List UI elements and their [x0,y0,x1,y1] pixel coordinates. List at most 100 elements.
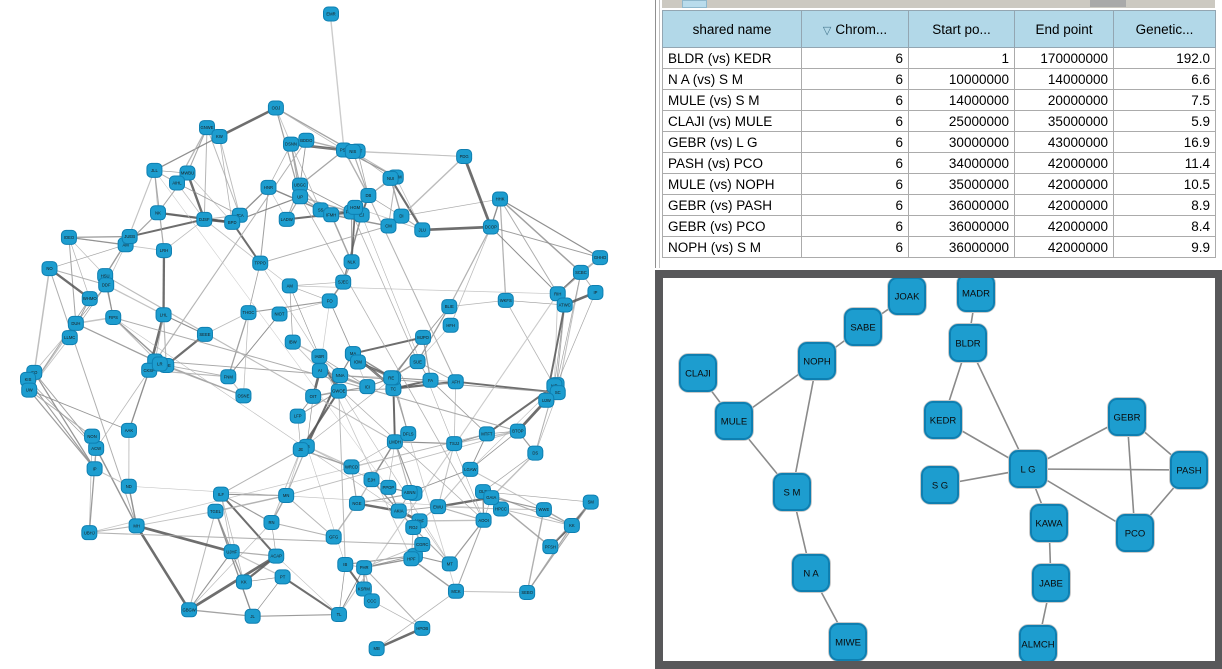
network-node[interactable]: FO [321,293,338,309]
node-shape[interactable] [360,187,377,203]
network-node[interactable]: PFSH [542,539,559,555]
network-node[interactable]: DFLS [400,426,417,442]
network-node-sabe[interactable]: SABE [843,307,883,347]
table-row[interactable]: CLAJI (vs) MULE 6 25000000 35000000 5.9 [662,110,1216,132]
network-node[interactable]: MTFT [478,426,495,442]
table-cell[interactable]: GEBR (vs) PCO [662,215,802,237]
node-shape[interactable] [441,299,458,315]
network-node[interactable]: GBGW [181,602,198,618]
network-edge[interactable] [154,170,389,488]
column-header-1[interactable]: ▽ Chrom... [801,10,909,48]
network-node[interactable]: TGEL [207,503,224,519]
table-cell[interactable]: MULE (vs) NOPH [662,173,802,195]
node-shape[interactable] [67,315,84,331]
node-shape[interactable] [542,539,559,555]
network-node-noph[interactable]: NOPH [797,341,837,381]
network-node[interactable]: MH [128,518,145,534]
network-node[interactable]: WRCD [343,459,360,475]
network-node-n-a[interactable]: N A [791,553,831,593]
table-cell[interactable]: NOPH (vs) S M [662,236,802,258]
network-node[interactable]: MCK [447,583,464,599]
node-shape[interactable] [773,473,811,511]
node-shape[interactable] [274,569,291,585]
network-node[interactable]: PDG [456,149,473,165]
node-shape[interactable] [386,434,403,450]
network-node[interactable]: AKIA [390,503,407,519]
table-row[interactable]: NOPH (vs) S M 6 36000000 42000000 9.9 [662,236,1216,258]
node-shape[interactable] [332,367,349,383]
network-edge[interactable] [352,151,465,158]
network-node[interactable]: HPF [403,551,420,567]
sub-network-canvas[interactable]: JOAK SABE NOPH CLAJI MULE S M N A MIWE MADR BLDR K… [663,278,1215,661]
network-edge[interactable] [419,520,451,565]
network-edge[interactable] [500,508,572,526]
network-node[interactable]: RIH [549,286,566,302]
network-edge[interactable] [68,237,91,299]
node-shape[interactable] [271,306,288,322]
table-cell[interactable]: 43000000 [1014,131,1114,153]
network-edge[interactable] [289,285,558,295]
network-edge[interactable] [95,448,138,527]
table-row[interactable]: GEBR (vs) L G 6 30000000 43000000 16.9 [662,131,1216,153]
network-edge[interactable] [299,196,484,521]
network-node[interactable]: PT [274,569,291,585]
network-node[interactable]: GNWE [199,120,216,136]
table-cell[interactable]: 35000000 [908,173,1015,195]
node-shape[interactable] [323,6,339,22]
node-shape[interactable] [475,512,492,528]
network-edge[interactable] [449,519,485,565]
network-node[interactable]: AI [311,363,328,379]
network-node[interactable]: CGRC [414,537,431,553]
table-cell[interactable]: 42000000 [1014,215,1114,237]
network-edge[interactable] [499,198,601,259]
network-node[interactable]: SCBC [572,264,589,280]
node-shape[interactable] [1108,398,1146,436]
node-shape[interactable] [582,494,599,510]
node-shape[interactable] [337,556,354,572]
node-shape[interactable] [844,308,882,346]
node-shape[interactable] [1170,451,1208,489]
network-edge[interactable] [49,268,107,286]
node-shape[interactable] [155,307,172,323]
network-edge[interactable] [371,600,423,629]
node-shape[interactable] [105,309,122,325]
network-edge[interactable] [556,292,596,385]
node-shape[interactable] [240,305,257,321]
node-shape[interactable] [335,274,352,290]
table-cell[interactable]: 14000000 [1014,68,1114,90]
node-shape[interactable] [21,382,38,398]
scrollbar-thumb[interactable] [682,0,707,8]
network-node[interactable]: IBW [284,334,301,350]
network-node[interactable]: OIT [305,388,322,404]
table-cell[interactable]: GEBR (vs) L G [662,131,802,153]
network-node[interactable]: IB [337,556,354,572]
table-cell[interactable]: 36000000 [908,236,1015,258]
node-shape[interactable] [368,641,385,657]
network-node-pco[interactable]: PCO [1115,513,1155,553]
node-shape[interactable] [289,408,306,424]
node-shape[interactable] [298,132,315,148]
node-shape[interactable] [179,165,196,181]
network-node[interactable]: JL [244,608,261,624]
network-edge[interactable] [188,511,216,610]
network-node-almch[interactable]: ALMCH [1018,624,1058,662]
network-edge[interactable] [105,284,164,316]
network-edge[interactable] [330,20,345,151]
node-shape[interactable] [207,503,224,519]
network-edge[interactable] [499,199,507,301]
table-cell[interactable]: PASH (vs) PCO [662,152,802,174]
network-node[interactable]: ASNN [401,485,418,501]
network-node[interactable]: KSRM [355,581,372,597]
network-edge[interactable] [351,211,418,362]
network-node[interactable]: EMR [323,6,339,22]
network-edge[interactable] [437,443,455,507]
table-cell[interactable]: 34000000 [908,152,1015,174]
network-node[interactable]: UP [292,189,309,205]
node-shape[interactable] [348,495,365,511]
network-node[interactable]: FA [422,372,439,388]
network-edge[interactable] [276,555,340,615]
network-edge[interactable] [289,281,344,287]
network-node[interactable]: BPD [224,214,241,230]
table-cell[interactable]: 6 [801,131,909,153]
node-shape[interactable] [331,607,348,623]
